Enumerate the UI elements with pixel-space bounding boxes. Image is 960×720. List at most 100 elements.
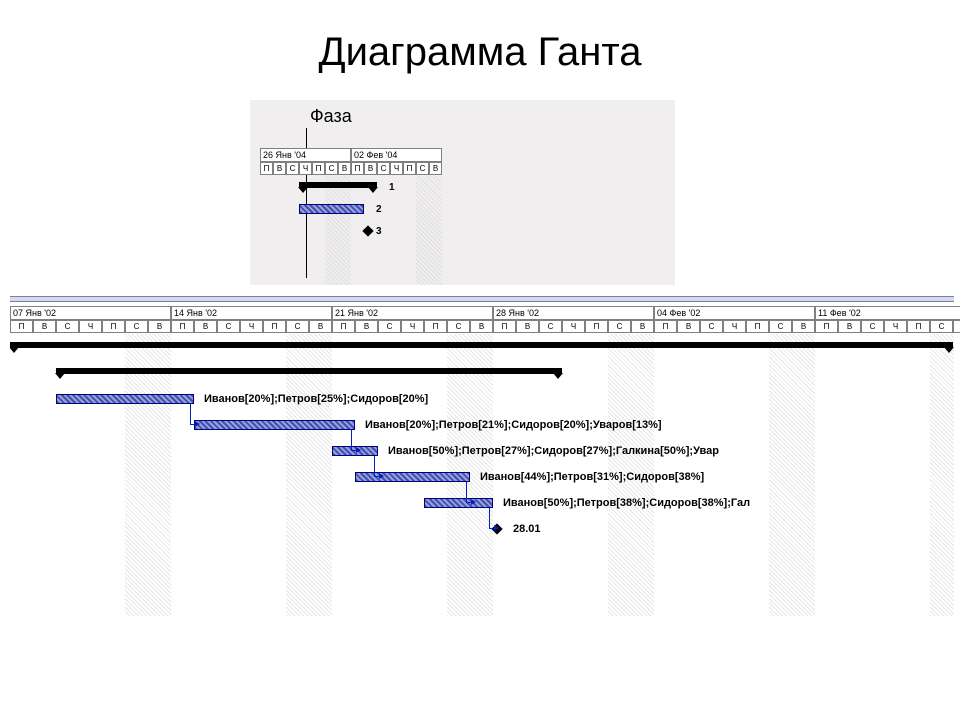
day-header-cell: В — [677, 320, 700, 333]
day-header-cell: П — [263, 320, 286, 333]
day-header-cell: В — [631, 320, 654, 333]
day-header-cell: Ч — [401, 320, 424, 333]
day-header-cell: П — [171, 320, 194, 333]
day-header-cell: С — [416, 162, 429, 175]
day-header-cell: В — [516, 320, 539, 333]
week-header-cell: 28 Янв '02 — [493, 306, 654, 320]
task-row-label: 2 — [376, 204, 382, 215]
day-header-cell: С — [700, 320, 723, 333]
day-header-cell: С — [125, 320, 148, 333]
day-header-cell: П — [332, 320, 355, 333]
day-header-cell: Ч — [723, 320, 746, 333]
day-header-cell: В — [470, 320, 493, 333]
week-header-cell: 04 Фев '02 — [654, 306, 815, 320]
summary-bar[interactable] — [56, 368, 562, 374]
day-header-cell: П — [424, 320, 447, 333]
day-header-cell: П — [10, 320, 33, 333]
dependency-arrow — [466, 482, 472, 503]
bottom-gantt-header: 07 Янв '0214 Янв '0221 Янв '0228 Янв '02… — [10, 306, 960, 333]
day-header-cell: П — [260, 162, 273, 175]
task-resource-label: 28.01 — [513, 523, 541, 535]
top-gantt-panel: Фаза 26 Янв '0402 Фев '04ПВСЧПСВПВСЧПСВ … — [250, 100, 675, 285]
bottom-gantt-body: Иванов[20%];Петров[25%];Сидоров[20%] Иван… — [10, 334, 954, 616]
summary-bar[interactable] — [299, 182, 377, 188]
panel-divider — [10, 296, 954, 302]
day-header-cell: Ч — [299, 162, 312, 175]
week-header-cell: 14 Янв '02 — [171, 306, 332, 320]
day-header-cell: С — [378, 320, 401, 333]
day-header-cell: С — [377, 162, 390, 175]
week-header-cell: 11 Фев '02 — [815, 306, 960, 320]
phase-label: Фаза — [310, 106, 352, 127]
task-bar[interactable] — [424, 498, 493, 508]
day-header-cell: В — [194, 320, 217, 333]
day-header-cell: С — [325, 162, 338, 175]
week-header-cell: 02 Фев '04 — [351, 148, 442, 162]
day-header-cell: С — [930, 320, 953, 333]
day-header-cell: В — [309, 320, 332, 333]
day-header-cell: С — [286, 162, 299, 175]
weekend-shade — [769, 334, 815, 616]
day-header-cell: П — [493, 320, 516, 333]
task-resource-label: Иванов[20%];Петров[21%];Сидоров[20%];Ува… — [365, 419, 662, 431]
day-header-cell: В — [792, 320, 815, 333]
day-header-cell: С — [447, 320, 470, 333]
day-header-cell: Ч — [240, 320, 263, 333]
day-header-cell: В — [429, 162, 442, 175]
day-header-cell: В — [355, 320, 378, 333]
task-row-label: 1 — [389, 182, 395, 193]
weekend-shade — [416, 176, 442, 285]
weekend-shade — [125, 334, 171, 616]
day-header-cell: Ч — [884, 320, 907, 333]
day-header-cell: С — [539, 320, 562, 333]
task-resource-label: Иванов[50%];Петров[38%];Сидоров[38%];Гал — [503, 497, 750, 509]
bottom-gantt-panel: 07 Янв '0214 Янв '0221 Янв '0228 Янв '02… — [10, 306, 954, 616]
summary-bar[interactable] — [10, 342, 953, 348]
task-bar[interactable] — [194, 420, 355, 430]
task-bar[interactable] — [299, 204, 364, 214]
day-header-cell: Ч — [390, 162, 403, 175]
day-header-cell: П — [907, 320, 930, 333]
day-header-cell: С — [608, 320, 631, 333]
weekend-shade — [930, 334, 954, 616]
weekend-shade — [325, 176, 351, 285]
week-header-cell: 07 Янв '02 — [10, 306, 171, 320]
week-header-cell: 26 Янв '04 — [260, 148, 351, 162]
day-header-cell: П — [312, 162, 325, 175]
day-header-cell: В — [273, 162, 286, 175]
task-bar[interactable] — [56, 394, 194, 404]
day-header-cell: В — [338, 162, 351, 175]
day-header-cell: П — [351, 162, 364, 175]
day-header-cell: Ч — [79, 320, 102, 333]
day-header-cell: П — [403, 162, 416, 175]
day-header-cell: П — [815, 320, 838, 333]
task-row-label: 3 — [376, 226, 382, 237]
day-header-cell: С — [861, 320, 884, 333]
weekend-shade — [286, 334, 332, 616]
dependency-arrow — [351, 430, 357, 451]
dependency-arrow — [190, 404, 196, 425]
page-title: Диаграмма Ганта — [0, 0, 960, 85]
day-header-cell: В — [148, 320, 171, 333]
milestone-marker[interactable] — [362, 225, 373, 236]
top-gantt-body: 12 3 — [260, 176, 675, 285]
day-header-cell: С — [56, 320, 79, 333]
day-header-cell: П — [654, 320, 677, 333]
day-header-cell: В — [838, 320, 861, 333]
task-resource-label: Иванов[44%];Петров[31%];Сидоров[38%] — [480, 471, 704, 483]
week-header-cell: 21 Янв '02 — [332, 306, 493, 320]
dependency-arrow — [374, 456, 380, 477]
day-header-cell: В — [953, 320, 960, 333]
task-resource-label: Иванов[50%];Петров[27%];Сидоров[27%];Гал… — [388, 445, 719, 457]
task-bar[interactable] — [355, 472, 470, 482]
top-gantt-header: 26 Янв '0402 Фев '04ПВСЧПСВПВСЧПСВ — [260, 148, 442, 175]
day-header-cell: В — [364, 162, 377, 175]
dependency-arrow — [489, 508, 495, 529]
day-header-cell: П — [746, 320, 769, 333]
day-header-cell: С — [217, 320, 240, 333]
task-resource-label: Иванов[20%];Петров[25%];Сидоров[20%] — [204, 393, 428, 405]
day-header-cell: В — [33, 320, 56, 333]
day-header-cell: П — [102, 320, 125, 333]
day-header-cell: Ч — [562, 320, 585, 333]
day-header-cell: С — [286, 320, 309, 333]
